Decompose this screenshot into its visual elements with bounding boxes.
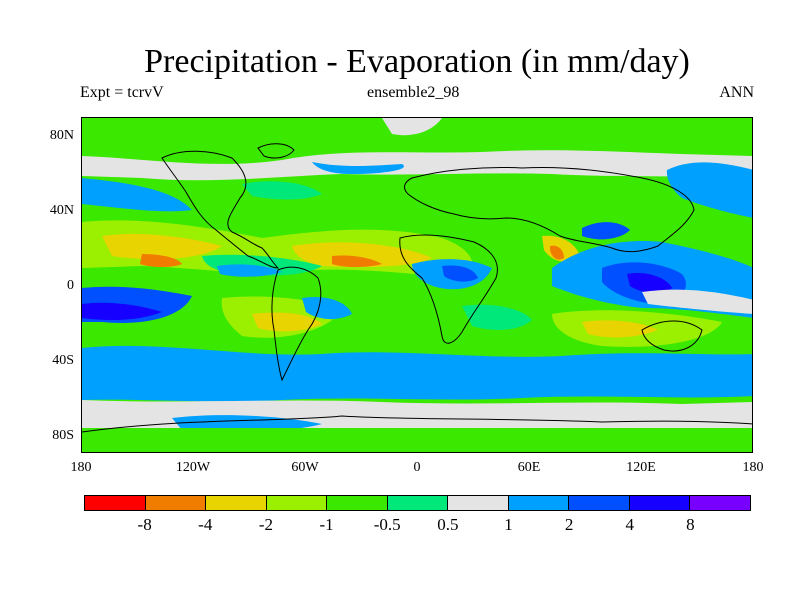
lat-label-80s: 80S	[52, 428, 74, 443]
map-title: Precipitation - Evaporation (in mm/day)	[144, 43, 690, 80]
lon-label-120w: 120W	[175, 460, 211, 475]
precipitation-evaporation-field	[82, 118, 752, 452]
colorbar-swatch	[145, 496, 207, 510]
colorbar-tick-label: 4	[625, 515, 634, 534]
colorbar-tick-label: -0.5	[373, 515, 401, 534]
colorbar	[84, 495, 751, 511]
lon-label-180-east: 180	[742, 460, 764, 475]
lat-label-80n: 80N	[49, 128, 74, 143]
colorbar-tick-label: -2	[258, 515, 273, 534]
colorbar-swatch	[569, 496, 630, 510]
experiment-label: Expt = tcrvV	[80, 84, 164, 101]
colorbar-tick-label: -1	[319, 515, 334, 534]
colorbar-swatch	[266, 496, 328, 510]
colorbar-swatch	[206, 496, 267, 510]
colorbar-tick-label: 1	[504, 515, 513, 534]
colorbar-swatch	[629, 496, 691, 510]
lat-label-40s: 40S	[52, 353, 74, 368]
colorbar-tick-label: -4	[198, 515, 213, 534]
colorbar-swatch	[85, 496, 146, 510]
colorbar-swatch	[508, 496, 570, 510]
colorbar-swatch	[690, 496, 751, 510]
lat-label-40n: 40N	[49, 203, 74, 218]
colorbar-tick-label: 8	[686, 515, 695, 534]
lat-label-equator: 0	[67, 278, 74, 293]
colorbar-tick-label: 2	[564, 515, 574, 534]
colorbar-swatch	[327, 496, 388, 510]
lon-label-180-west: 180	[70, 460, 92, 475]
season-label: ANN	[719, 84, 754, 101]
lon-label-0: 0	[413, 460, 421, 475]
colorbar-swatch	[387, 496, 449, 510]
colorbar-swatch	[448, 496, 509, 510]
colorbar-tick-label: -8	[137, 515, 152, 534]
lon-label-120e: 120E	[626, 460, 656, 475]
lon-label-60e: 60E	[517, 460, 541, 475]
map-panel	[81, 117, 753, 453]
colorbar-tick-label: 0.5	[437, 515, 459, 534]
lon-label-60w: 60W	[291, 460, 319, 475]
ensemble-label: ensemble2_98	[367, 84, 460, 101]
